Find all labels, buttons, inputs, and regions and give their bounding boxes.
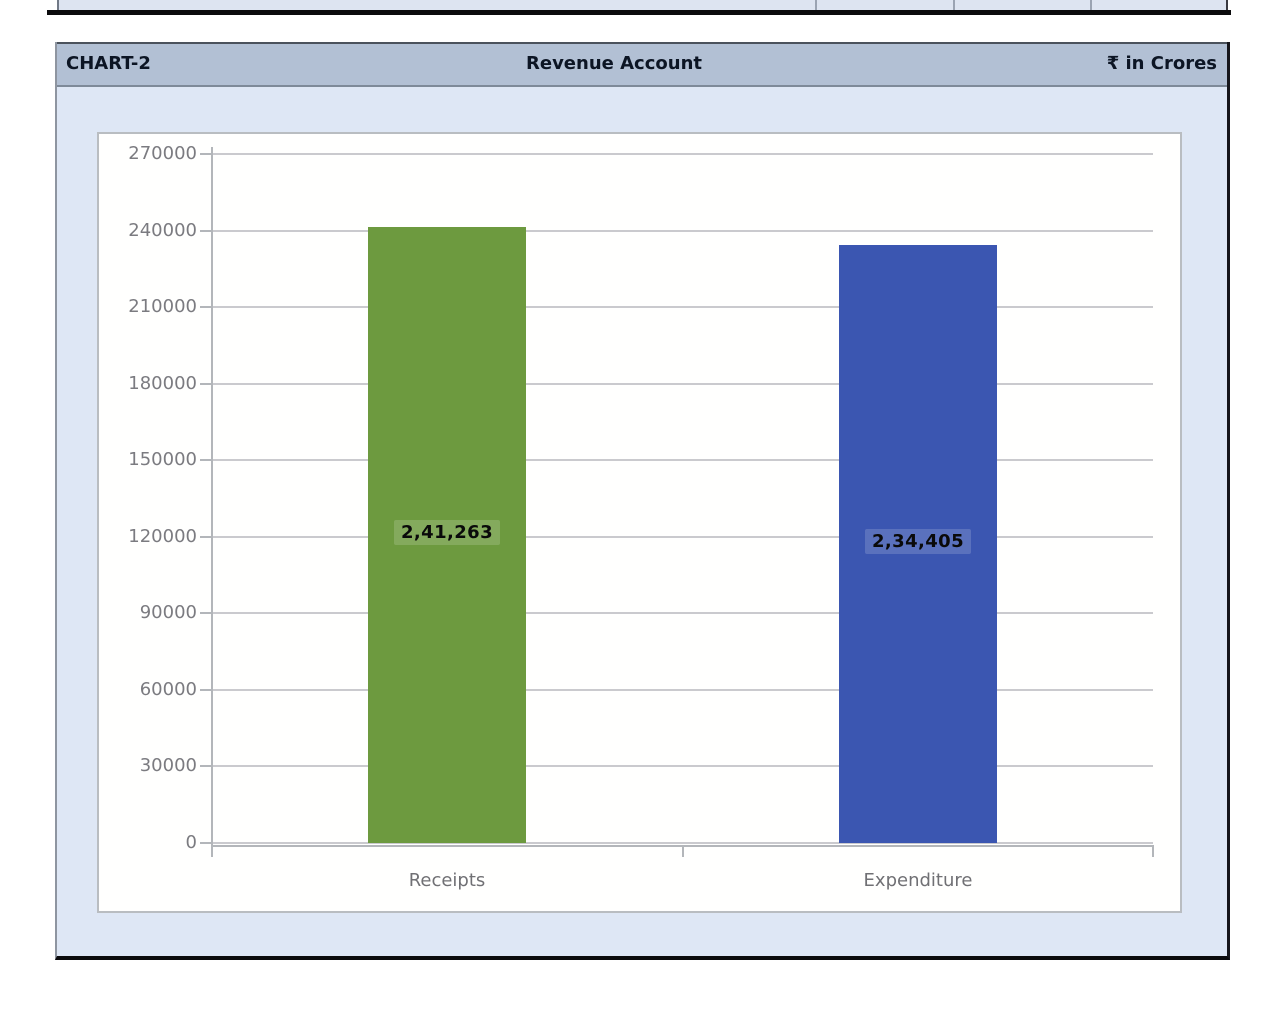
y-axis-tick: [200, 689, 212, 691]
x-axis-tick: [211, 845, 213, 857]
gridline: [212, 230, 1153, 232]
y-axis-tick: [200, 842, 212, 844]
bar-value-label-expenditure: 2,34,405: [808, 529, 1028, 554]
plot-area: 0 30000 60000 90000 120000 150000 180000 210000…: [99, 134, 1180, 911]
x-axis-tick: [682, 845, 684, 857]
gridline: [212, 612, 1153, 614]
category-label-expenditure: Expenditure: [863, 870, 973, 891]
y-axis-line: [211, 147, 213, 857]
y-tick-label: 30000: [139, 755, 197, 776]
table-fragment-right-border: [1226, 0, 1228, 10]
y-tick-label: 0: [185, 832, 197, 853]
table-fragment-divider: [1090, 0, 1092, 10]
bar-expenditure: [839, 245, 997, 843]
chart-units-label: ₹ in Crores: [1106, 53, 1217, 74]
bar-value-text: 2,41,263: [393, 520, 501, 545]
y-axis-tick: [200, 230, 212, 232]
chart-id-label: CHART-2: [66, 53, 151, 74]
gridline: [212, 536, 1153, 538]
bar-value-label-receipts: 2,41,263: [337, 520, 557, 545]
y-tick-label: 60000: [139, 679, 197, 700]
chart-title: Revenue Account: [526, 53, 702, 74]
gridline: [212, 153, 1153, 155]
y-tick-label: 150000: [128, 449, 197, 470]
table-fragment-above-chart: [0, 0, 1278, 16]
table-fragment-divider: [815, 0, 817, 10]
y-tick-label: 90000: [139, 602, 197, 623]
y-axis-tick: [200, 306, 212, 308]
table-fragment-divider: [953, 0, 955, 10]
y-tick-label: 270000: [128, 143, 197, 164]
y-axis-tick: [200, 536, 212, 538]
table-fragment-row: [57, 0, 1228, 10]
category-label-receipts: Receipts: [408, 870, 486, 891]
gridline: [212, 842, 1153, 844]
table-bottom-border: [47, 10, 1231, 15]
chart-header: CHART-2 Revenue Account ₹ in Crores: [57, 42, 1227, 87]
y-axis-tick: [200, 612, 212, 614]
y-tick-label: 120000: [128, 526, 197, 547]
y-tick-label: 240000: [128, 220, 197, 241]
y-axis-tick: [200, 383, 212, 385]
y-tick-label: 180000: [128, 373, 197, 394]
y-tick-label: 210000: [128, 296, 197, 317]
y-axis-tick: [200, 153, 212, 155]
y-axis-tick: [200, 459, 212, 461]
y-axis-tick: [200, 765, 212, 767]
chart-widget: CHART-2 Revenue Account ₹ in Crores 0 300…: [55, 42, 1230, 960]
gridline: [212, 689, 1153, 691]
bar-receipts: [368, 227, 526, 843]
chart-plot-panel: 0 30000 60000 90000 120000 150000 180000 210000…: [97, 132, 1182, 913]
gridline: [212, 765, 1153, 767]
gridline: [212, 306, 1153, 308]
x-axis-tick: [1152, 845, 1154, 857]
bar-value-text: 2,34,405: [864, 529, 972, 554]
gridline: [212, 383, 1153, 385]
gridline: [212, 459, 1153, 461]
